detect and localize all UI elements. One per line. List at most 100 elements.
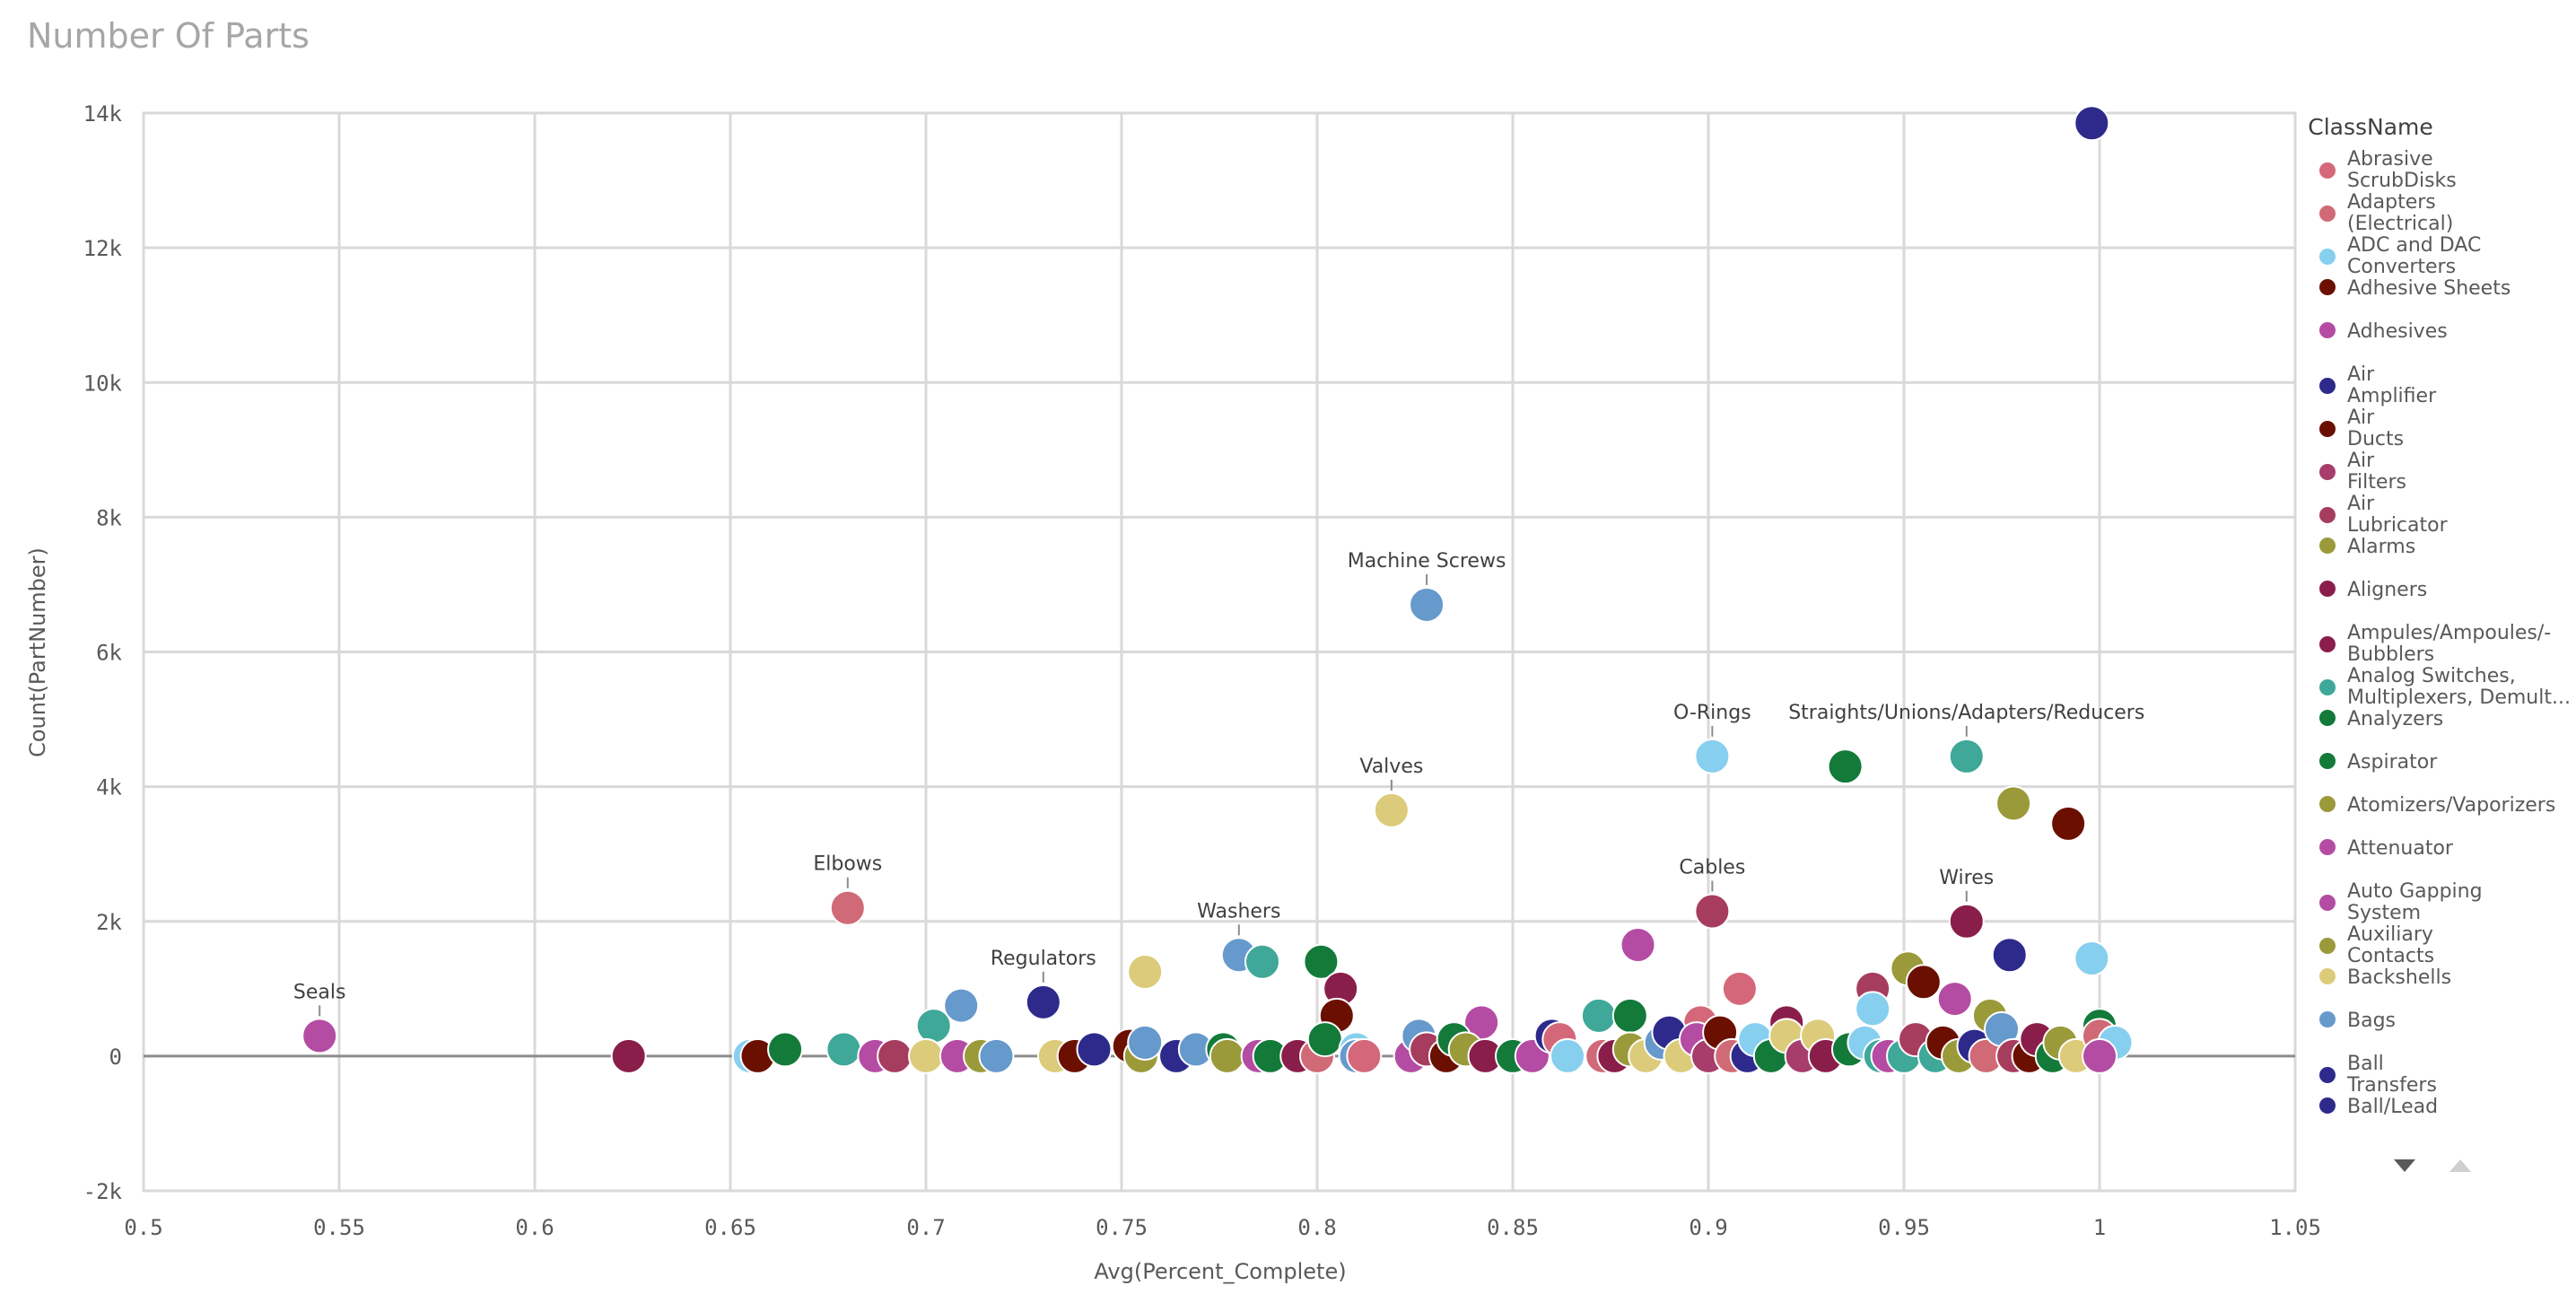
legend-items[interactable]: AbrasiveScrubDisksAdapters(Electrical)AD… xyxy=(2319,148,2571,1118)
legend-label: Analyzers xyxy=(2347,708,2443,730)
data-point[interactable] xyxy=(767,1031,804,1068)
legend-swatch xyxy=(2319,162,2336,179)
data-point[interactable] xyxy=(829,889,866,926)
legend-label: Converters xyxy=(2347,256,2456,278)
legend-swatch xyxy=(2319,679,2336,695)
data-point[interactable] xyxy=(1721,970,1758,1007)
x-tick-label: 0.85 xyxy=(1487,1215,1539,1240)
data-point[interactable] xyxy=(1303,943,1340,980)
legend-label: Ducts xyxy=(2347,428,2404,450)
legend-item[interactable]: Aligners xyxy=(2319,579,2427,601)
legend-item[interactable]: Atomizers/Vaporizers xyxy=(2319,794,2555,817)
data-point[interactable] xyxy=(1244,943,1280,980)
data-point[interactable] xyxy=(1905,964,1942,1001)
data-point[interactable] xyxy=(1995,785,2032,822)
data-point[interactable] xyxy=(1827,748,1864,785)
data-point[interactable] xyxy=(1373,791,1410,828)
legend-swatch xyxy=(2319,538,2336,554)
data-point[interactable] xyxy=(1580,997,1617,1034)
chart-title: Number Of Parts xyxy=(27,16,310,56)
data-point[interactable] xyxy=(1936,981,1973,1018)
legend-label: Amplifier xyxy=(2347,385,2437,407)
data-point[interactable] xyxy=(1855,991,1891,1027)
legend-item[interactable]: Analog Switches,Multiplexers, Demult... xyxy=(2319,665,2571,709)
legend-item[interactable]: Attenuator xyxy=(2319,837,2454,860)
points-layer[interactable] xyxy=(301,105,2134,1074)
legend-swatch xyxy=(2319,464,2336,480)
data-point[interactable] xyxy=(1076,1031,1113,1068)
legend-item[interactable]: Bags xyxy=(2319,1010,2396,1032)
legend-item[interactable]: Adhesive Sheets xyxy=(2319,277,2511,300)
data-point[interactable] xyxy=(1127,1024,1164,1061)
x-tick-label: 0.5 xyxy=(124,1215,162,1240)
data-point[interactable] xyxy=(1694,893,1731,930)
annotation-label: Machine Screws xyxy=(1348,550,1506,573)
legend-item[interactable]: Ampules/Ampoules/-Bubblers xyxy=(2319,622,2551,666)
data-point[interactable] xyxy=(2050,805,2087,842)
data-point[interactable] xyxy=(301,1018,338,1054)
data-point[interactable] xyxy=(877,1037,913,1074)
data-point[interactable] xyxy=(1346,1037,1383,1074)
data-point[interactable] xyxy=(1550,1037,1586,1074)
data-point[interactable] xyxy=(1127,954,1164,991)
data-point[interactable] xyxy=(978,1037,1015,1074)
legend-item[interactable]: Analyzers xyxy=(2319,708,2443,730)
data-point[interactable] xyxy=(2082,1037,2118,1074)
legend-label: ScrubDisks xyxy=(2347,170,2457,192)
data-point[interactable] xyxy=(825,1031,862,1068)
data-point[interactable] xyxy=(1611,997,1648,1034)
y-tick-label: 10k xyxy=(83,371,123,396)
legend-item[interactable]: Adapters(Electrical) xyxy=(2319,191,2453,235)
data-point[interactable] xyxy=(908,1037,944,1074)
data-point[interactable] xyxy=(1694,738,1731,774)
data-point[interactable] xyxy=(2074,940,2110,977)
legend-label: Attenuator xyxy=(2347,837,2454,860)
legend-label: Bubblers xyxy=(2347,643,2434,666)
legend-item[interactable]: Adhesives xyxy=(2319,320,2448,343)
legend-label: Auxiliary xyxy=(2347,923,2433,946)
legend-swatch xyxy=(2319,938,2336,954)
data-point[interactable] xyxy=(1025,984,1061,1020)
annotation-label: Cables xyxy=(1679,856,1745,879)
legend-scroll-controls[interactable] xyxy=(2394,1159,2471,1172)
legend-item[interactable]: Aspirator xyxy=(2319,751,2438,774)
legend-swatch xyxy=(2319,205,2336,222)
legend-item[interactable]: Backshells xyxy=(2319,966,2451,989)
legend-scroll-up-icon[interactable] xyxy=(2449,1159,2471,1172)
y-tick-label: 6k xyxy=(96,641,122,666)
data-point[interactable] xyxy=(943,987,980,1024)
data-point[interactable] xyxy=(1620,927,1656,964)
legend-label: Bags xyxy=(2347,1010,2396,1032)
legend-item[interactable]: Ball/Lead xyxy=(2319,1096,2438,1118)
legend-scroll-down-icon[interactable] xyxy=(2394,1159,2415,1172)
data-point[interactable] xyxy=(1948,903,1985,940)
legend-swatch xyxy=(2319,421,2336,437)
legend[interactable]: ClassName AbrasiveScrubDisksAdapters(Ele… xyxy=(2308,114,2571,1118)
data-point[interactable] xyxy=(915,1008,952,1045)
data-point[interactable] xyxy=(1948,738,1985,774)
data-point[interactable] xyxy=(610,1037,647,1074)
legend-label: Air xyxy=(2347,493,2375,515)
y-tick-label: 4k xyxy=(96,775,122,800)
legend-swatch xyxy=(2319,249,2336,265)
data-point[interactable] xyxy=(1209,1037,1245,1074)
data-point[interactable] xyxy=(2074,105,2110,142)
legend-label: Aligners xyxy=(2347,579,2427,601)
legend-label: Backshells xyxy=(2347,966,2451,989)
data-point[interactable] xyxy=(1409,586,1445,623)
x-tick-label: 0.55 xyxy=(313,1215,365,1240)
data-point[interactable] xyxy=(1991,937,2028,974)
data-point[interactable] xyxy=(1306,1021,1343,1058)
legend-item[interactable]: Alarms xyxy=(2319,536,2415,558)
axes-layer: 0.5 0.55 0.6 0.65 0.7 0.75 0.8 0.85 0.9 0.95 1 1.05… xyxy=(83,101,2321,1240)
